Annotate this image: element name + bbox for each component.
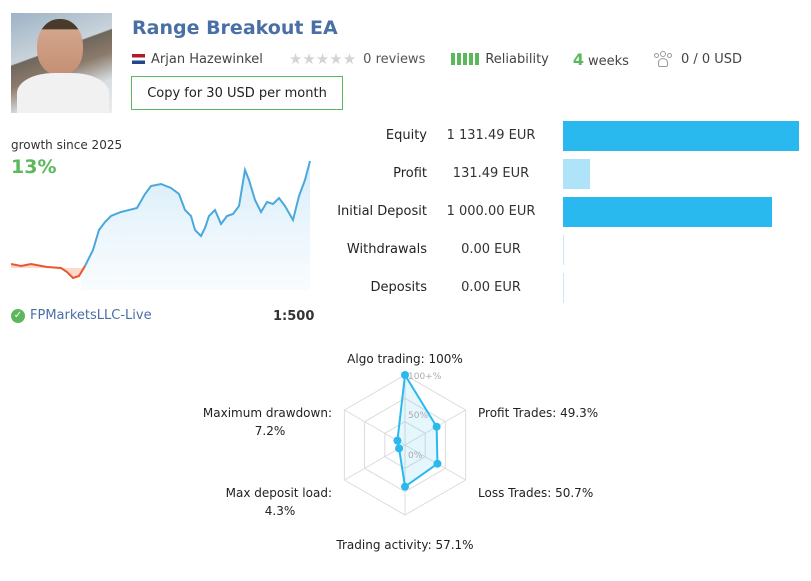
netherlands-flag-icon [132, 54, 145, 64]
radar-point-loss-trades[interactable] [433, 459, 442, 468]
stat-label: Equity [385, 128, 427, 143]
growth-negative-area [11, 264, 85, 278]
stat-label: Withdrawals [346, 242, 427, 257]
axis-label-loss-trades: Loss Trades: 50.7% [478, 486, 593, 500]
copy-subscribe-button[interactable]: Copy for 30 USD per month [131, 76, 343, 110]
stat-row-deposits: Deposits 0.00 EUR [300, 273, 811, 303]
signal-meta: Arjan Hazewinkel ★★★★★ 0 reviews Reliabi… [132, 50, 742, 69]
stat-bar [563, 121, 799, 151]
subscribers-value: 0 / 0 USD [680, 51, 743, 67]
growth-area [81, 161, 310, 290]
radar-point-max-deposit-load[interactable] [395, 444, 404, 453]
stat-bar [563, 273, 564, 303]
stat-value: 0.00 EUR [461, 280, 521, 295]
broker-name[interactable]: FPMarketsLLC-Live [30, 308, 152, 323]
signal-age: 4 weeks [573, 50, 629, 69]
stat-row-initial-deposit: Initial Deposit 1 000.00 EUR [300, 197, 811, 227]
growth-chart[interactable] [11, 150, 313, 290]
axis-label-max-deposit-load: Max deposit load: [226, 486, 332, 500]
stat-bar [563, 159, 590, 189]
radar-axis-line [344, 444, 406, 481]
stat-bar [563, 197, 772, 227]
stat-value: 1 000.00 EUR [446, 204, 536, 219]
rating-stars-icon: ★★★★★ [288, 50, 357, 68]
axis-label-algo-trading: Algo trading: 100% [347, 352, 463, 366]
stat-row-equity: Equity 1 131.49 EUR [300, 121, 811, 151]
subscribers: 0 / 0 USD [653, 50, 742, 68]
reliability-bars-icon [451, 53, 480, 65]
stat-label: Initial Deposit [337, 204, 427, 219]
stat-value: 0.00 EUR [461, 242, 521, 257]
axis-value-max-deposit-load: 4.3% [265, 504, 296, 518]
radar-points [393, 371, 442, 491]
axis-label-maximum-drawdown: Maximum drawdown: [203, 406, 332, 420]
signal-title[interactable]: Range Breakout EA [132, 17, 338, 39]
radar-point-algo-trading[interactable] [401, 371, 409, 379]
radar-point-maximum-drawdown[interactable] [393, 436, 402, 445]
axis-label-profit-trades: Profit Trades: 49.3% [478, 406, 598, 420]
axis-value-maximum-drawdown: 7.2% [255, 424, 286, 438]
author-name[interactable]: Arjan Hazewinkel [151, 51, 263, 67]
stat-value: 131.49 EUR [452, 166, 530, 181]
weeks-value: 4 [572, 49, 584, 69]
avatar-head [37, 19, 83, 75]
radar-point-profit-trades[interactable] [432, 422, 441, 431]
radar-area [396, 372, 439, 489]
radar-chart[interactable]: 100+% 50% 0% Algo trading: 100% Profit T… [195, 345, 615, 581]
weeks-label: weeks [588, 53, 629, 69]
verified-check-icon: ✓ [11, 308, 25, 323]
avatar-body [17, 73, 109, 113]
stat-label: Profit [393, 166, 427, 181]
scale-label-mid: 50% [408, 411, 428, 421]
growth-label: growth since 2025 [11, 138, 123, 152]
subscribers-icon [653, 50, 673, 68]
leverage: 1:500 [273, 309, 315, 324]
scale-label-min: 0% [408, 451, 423, 461]
stat-label: Deposits [370, 280, 427, 295]
reliability-label: Reliability [485, 51, 549, 67]
broker-server[interactable]: ✓ FPMarketsLLC-Live [11, 308, 152, 323]
author-avatar[interactable] [11, 13, 112, 113]
axis-label-trading-activity: Trading activity: 57.1% [335, 538, 473, 552]
growth-value: 13% [11, 156, 57, 178]
radar-point-trading-activity[interactable] [401, 482, 409, 491]
stat-row-withdrawals: Withdrawals 0.00 EUR [300, 235, 811, 265]
stat-bar [563, 235, 564, 265]
reviews-count[interactable]: 0 reviews [363, 51, 426, 67]
stat-value: 1 131.49 EUR [446, 128, 536, 143]
growth-negative-line [11, 262, 86, 280]
scale-label-max: 100+% [408, 372, 442, 382]
growth-line [84, 160, 311, 267]
stat-row-profit: Profit 131.49 EUR [300, 159, 811, 189]
